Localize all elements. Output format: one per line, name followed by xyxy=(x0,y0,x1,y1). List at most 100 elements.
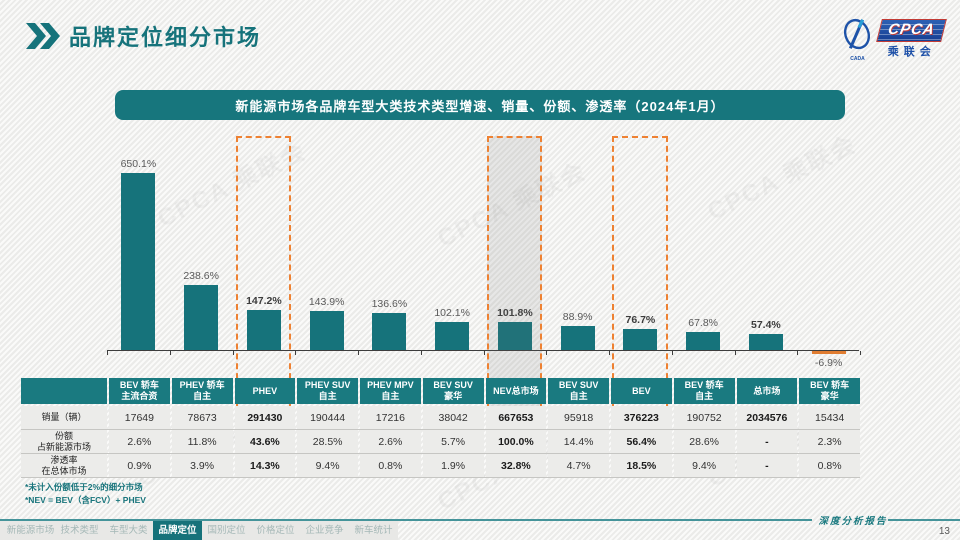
cpca-org-name: 乘联会 xyxy=(887,46,936,58)
bar-value-label: 101.8% xyxy=(497,307,533,319)
table-cell: 2.6% xyxy=(360,430,421,453)
table-row: 渗透率 在总体市场 0.9% 3.9% 14.3% 9.4% 0.8% 1.9% 32.8% 4.… xyxy=(21,454,860,478)
bar xyxy=(435,322,470,350)
bar-value-label: 67.8% xyxy=(688,317,719,329)
table-cell: 667653 xyxy=(485,406,547,429)
table-cell: - xyxy=(736,430,798,453)
axis-tick xyxy=(797,351,799,355)
bottom-nav: 新能源市场 技术类型 车型大类 品牌定位 国别定位 价格定位 企业竞争 新车统计 xyxy=(0,521,398,540)
nav-tab-企业竞争[interactable]: 企业竞争 xyxy=(305,525,344,536)
chart-column: 143.9% xyxy=(295,136,358,378)
row-header-cell: 销量（辆） xyxy=(21,406,107,429)
cpca-logo: CADA CPCA 乘联会 xyxy=(838,16,947,62)
nav-tab-新车统计[interactable]: 新车统计 xyxy=(354,525,393,536)
axis-tick xyxy=(609,351,610,355)
table-cell: 0.8% xyxy=(360,454,421,477)
column-header-cell: NEV总市场 xyxy=(485,378,547,404)
table-header-row: BEV 轿车 主流合资 PHEV 轿车 自主 PHEV PHEV SUV 自主 PHEV MP… xyxy=(21,378,860,404)
cpca-wordmark: CPCA xyxy=(876,19,947,42)
table-cell: 17216 xyxy=(360,406,421,429)
table-cell: 291430 xyxy=(234,406,296,429)
table-cell: 32.8% xyxy=(485,454,547,477)
chart-title-banner: 新能源市场各品牌车型大类技术类型增速、销量、份额、渗透率（2024年1月） xyxy=(115,90,845,120)
bar xyxy=(811,351,846,354)
table-cell: 18.5% xyxy=(611,454,672,477)
footnote-line: *NEV = BEV（含FCV）+ PHEV xyxy=(25,494,146,505)
axis-tick xyxy=(358,351,359,355)
axis-tick xyxy=(232,351,234,355)
axis-tick xyxy=(420,351,422,355)
double-chevron-icon xyxy=(26,23,60,49)
bar-value-label: 57.4% xyxy=(750,319,781,331)
axis-tick xyxy=(734,351,736,355)
axis-tick xyxy=(169,351,171,355)
table-cell: 1.9% xyxy=(422,454,484,477)
table-cell: 9.4% xyxy=(673,454,735,477)
table-corner-cell xyxy=(21,378,107,404)
column-header-cell: BEV SUV 豪华 xyxy=(422,378,484,404)
table-cell: 2.6% xyxy=(109,430,170,453)
chart-column: 76.7% xyxy=(609,136,672,378)
chart-column: -6.9% xyxy=(797,136,860,378)
bar xyxy=(497,322,532,350)
table-row: 销量（辆） 17649 78673 291430 190444 17216 38042 667… xyxy=(21,406,860,430)
report-label: 深度分析报告 xyxy=(818,516,888,527)
column-header-cell: BEV 轿车 主流合资 xyxy=(109,378,170,404)
table-cell: 78673 xyxy=(171,406,233,429)
table-cell: 4.7% xyxy=(548,454,609,477)
table-cell: 11.8% xyxy=(171,430,233,453)
bar-value-label: -6.9% xyxy=(814,357,843,369)
footer-rule-left xyxy=(0,519,812,521)
bar xyxy=(686,332,721,350)
bar-value-label: 136.6% xyxy=(371,298,408,310)
table-cell: 14.3% xyxy=(234,454,296,477)
table-cell: 2.3% xyxy=(799,430,860,453)
table-cell: - xyxy=(736,454,798,477)
bar-value-label: 650.1% xyxy=(120,158,157,170)
footnotes: *未计入份额低于2%的细分市场 *NEV = BEV（含FCV）+ PHEV xyxy=(25,481,146,507)
page-number: 13 xyxy=(938,526,950,537)
axis-tick xyxy=(295,351,297,355)
table-cell: 43.6% xyxy=(234,430,296,453)
bar xyxy=(309,311,344,350)
row-header-cell: 渗透率 在总体市场 xyxy=(21,454,107,477)
chart-column: 102.1% xyxy=(421,136,484,378)
bar xyxy=(372,313,407,350)
row-header-cell: 份额 占新能源市场 xyxy=(21,430,107,453)
chart: 650.1% 238.6% 147.2% 143.9% 136.6% 102.1% 101.… xyxy=(21,136,861,378)
nav-tab-新能源市场[interactable]: 新能源市场 xyxy=(6,525,55,536)
bar-value-label: 102.1% xyxy=(434,307,470,319)
table-cell: 190752 xyxy=(673,406,735,429)
column-header-cell: PHEV xyxy=(234,378,296,404)
bar xyxy=(246,310,281,350)
bar-value-label: 76.7% xyxy=(625,314,656,326)
nav-tab-价格定位[interactable]: 价格定位 xyxy=(256,525,295,536)
chart-column: 57.4% xyxy=(735,136,798,378)
bar xyxy=(121,173,156,350)
swoosh-caption: CADA xyxy=(850,56,865,62)
nav-tab-国别定位[interactable]: 国别定位 xyxy=(207,525,246,536)
bar xyxy=(560,326,595,350)
table-cell: 15434 xyxy=(799,406,860,429)
cpca-logo-text: CPCA 乘联会 xyxy=(876,19,947,59)
bar xyxy=(623,329,658,350)
table-cell: 2034576 xyxy=(736,406,798,429)
table-cell: 3.9% xyxy=(171,454,233,477)
column-header-cell: 总市场 xyxy=(736,378,798,404)
table-cell: 5.7% xyxy=(422,430,484,453)
table-cell: 9.4% xyxy=(297,454,358,477)
page-title: 品牌定位细分市场 xyxy=(69,25,262,50)
nav-tab-车型大类[interactable]: 车型大类 xyxy=(109,525,148,536)
table-row: 份额 占新能源市场 2.6% 11.8% 43.6% 28.5% 2.6% 5.7% 100.0… xyxy=(21,430,860,454)
table-cell: 95918 xyxy=(548,406,609,429)
table-cell: 56.4% xyxy=(611,430,672,453)
footnote-line: *未计入份额低于2%的细分市场 xyxy=(25,482,143,492)
bar-value-label: 88.9% xyxy=(562,311,593,323)
table-cell: 0.8% xyxy=(799,454,860,477)
nav-tab-技术类型[interactable]: 技术类型 xyxy=(60,525,99,536)
footer-rule-right xyxy=(888,519,960,521)
table-cell: 14.4% xyxy=(548,430,609,453)
nav-tab-品牌定位[interactable]: 品牌定位 xyxy=(153,521,202,540)
chart-column: 147.2% xyxy=(233,136,296,378)
